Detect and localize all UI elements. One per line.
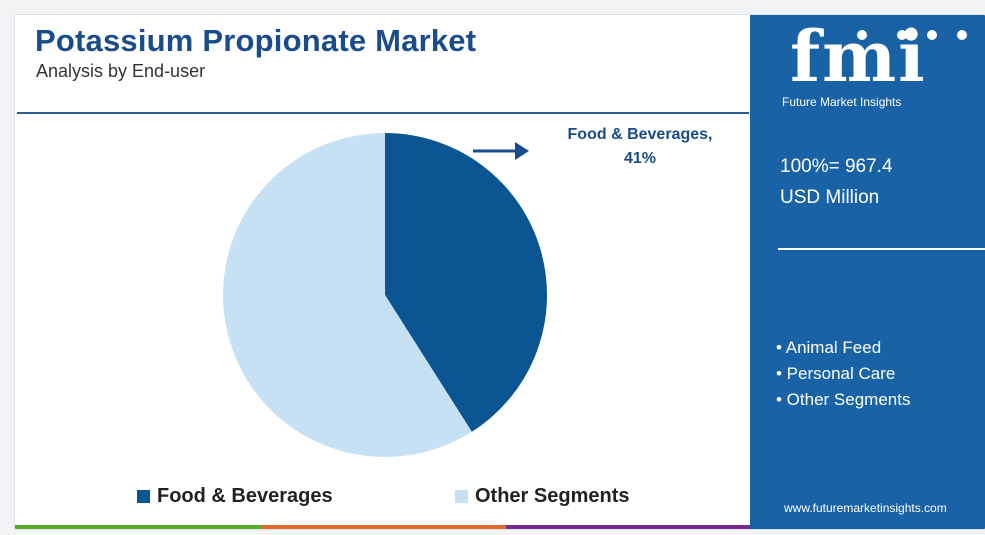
pie-slices [223, 133, 548, 457]
legend-label: Food & Beverages [157, 485, 333, 507]
brand-logo: fmi [790, 15, 927, 98]
list-item: • Personal Care [776, 364, 896, 383]
pie-slice-other-segments [223, 133, 472, 457]
info-panel: fmi Future Market Insights 100%= 967.4 U… [750, 15, 985, 529]
chart-subtitle: Analysis by End-user [36, 61, 206, 81]
callout-label: Food & Beverages, [567, 126, 713, 143]
chart-title: Potassium Propionate Market [35, 23, 477, 58]
footer-bar-green [15, 525, 261, 529]
legend-label: Other Segments [475, 485, 630, 507]
legend-swatch [455, 490, 468, 503]
callout-value: 41% [623, 150, 657, 167]
pie-slice-food-beverages [385, 133, 548, 432]
pie-callout: Food & Beverages, 41% [535, 123, 745, 171]
legend-item-food-beverages: Food & Beverages [137, 485, 333, 508]
market-total: 100%= 967.4 USD Million [780, 151, 893, 213]
market-total-value: 100%= 967.4 [780, 156, 893, 177]
header-divider [17, 112, 749, 114]
footer-bar-purple [506, 525, 750, 529]
legend-swatch [137, 490, 150, 503]
chart-card: Potassium Propionate Market Analysis by … [14, 14, 985, 530]
market-total-unit: USD Million [780, 187, 880, 208]
website-link[interactable]: www.futuremarketinsights.com [784, 501, 947, 515]
other-segments-list: • Animal Feed • Personal Care • Other Se… [776, 335, 910, 413]
legend-item-other-segments: Other Segments [455, 485, 629, 508]
brand-tagline: Future Market Insights [782, 95, 902, 109]
list-item: • Animal Feed [776, 338, 882, 357]
pie-chart [223, 133, 548, 457]
list-item: • Other Segments [776, 390, 911, 409]
logo-people-icon [857, 30, 967, 40]
footer-bar-orange [261, 525, 506, 529]
callout-arrow-icon [473, 142, 529, 160]
panel-divider [778, 248, 985, 250]
